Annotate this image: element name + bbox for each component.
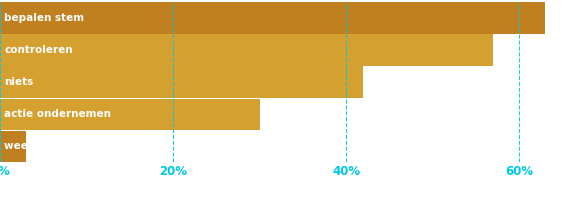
Text: actie ondernemen: actie ondernemen bbox=[5, 109, 111, 119]
Text: bepalen stem: bepalen stem bbox=[5, 13, 84, 23]
Bar bbox=[0, 67, 363, 98]
Bar bbox=[0, 2, 545, 34]
Text: controleren: controleren bbox=[5, 45, 73, 55]
Bar bbox=[0, 34, 493, 66]
Bar bbox=[0, 99, 259, 130]
Bar bbox=[0, 131, 26, 162]
Text: weet niet: weet niet bbox=[5, 141, 60, 151]
Text: niets: niets bbox=[5, 77, 33, 87]
